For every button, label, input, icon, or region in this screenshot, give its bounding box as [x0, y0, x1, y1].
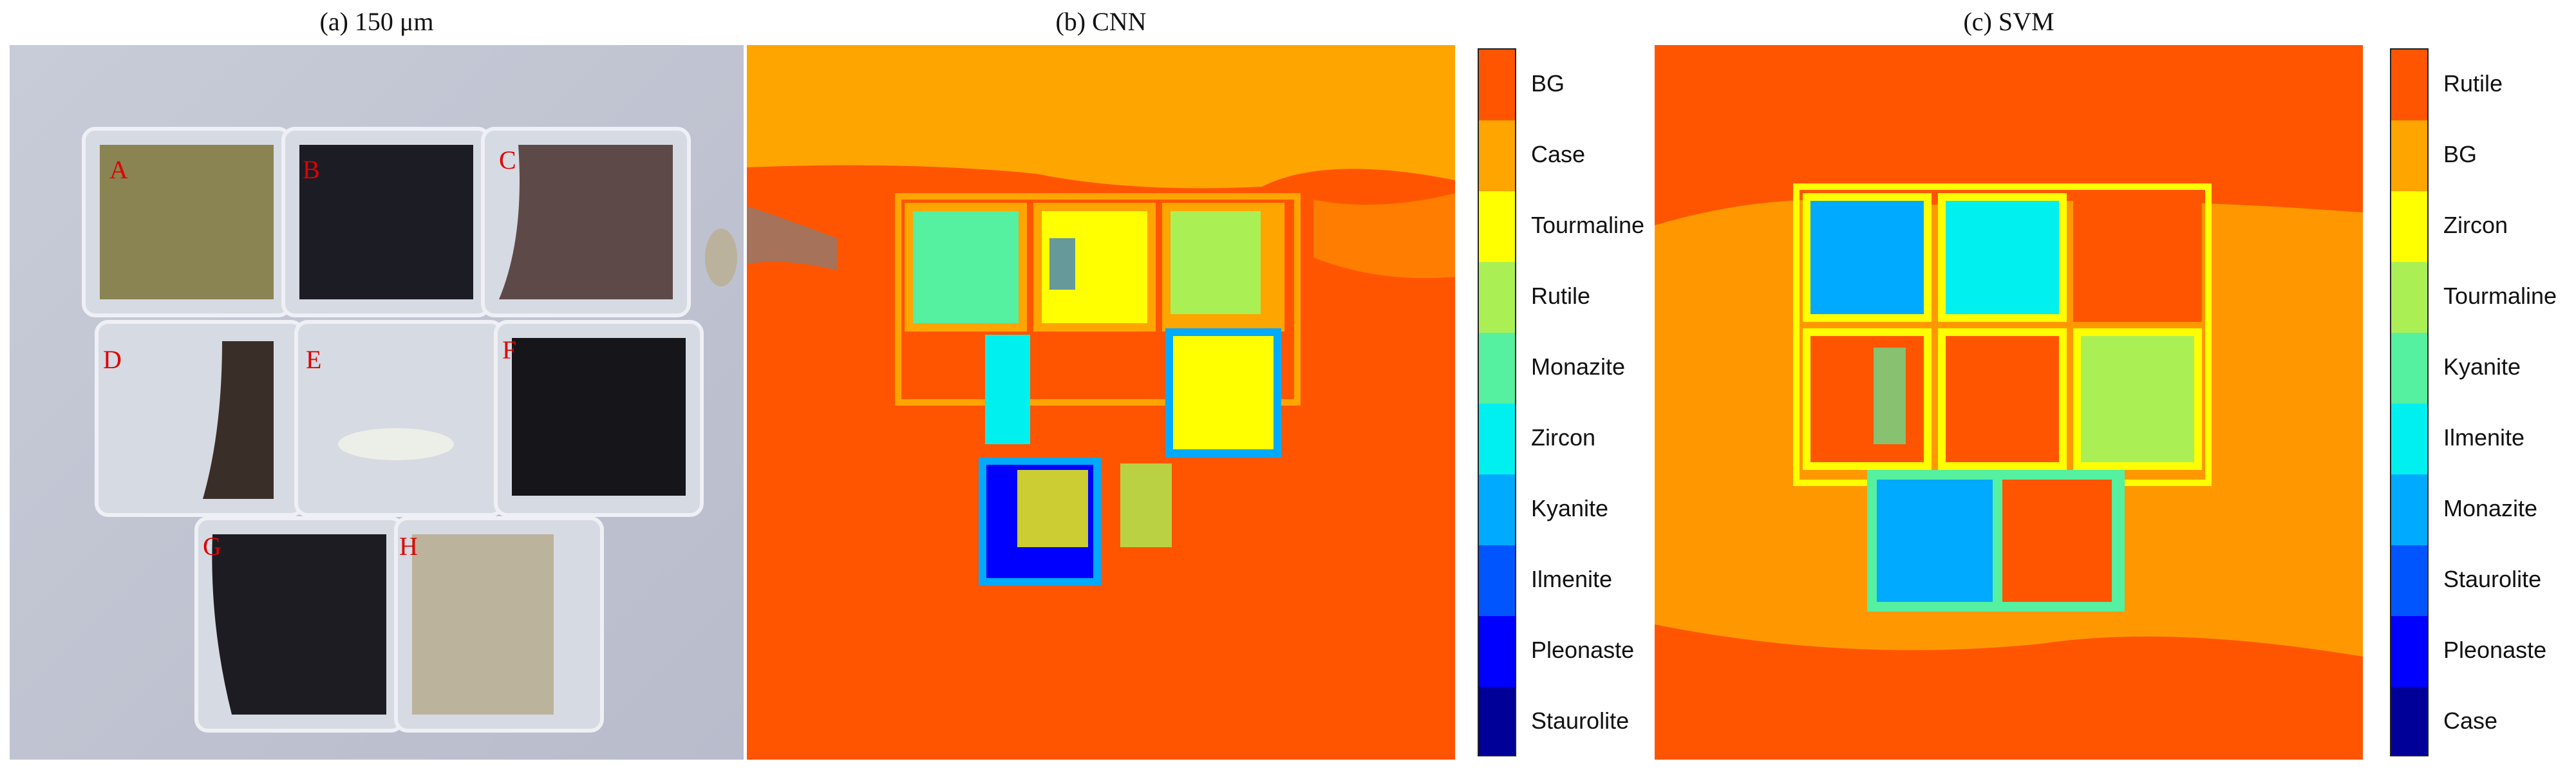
cnn-label-ilmenite: Ilmenite — [1531, 566, 1613, 592]
cnn-colorbar-seg — [1479, 120, 1515, 191]
svm-label-rutile: Rutile — [2443, 70, 2503, 97]
cnn-colorbar-seg — [1479, 262, 1515, 333]
svm-label-tourmaline: Tourmaline — [2443, 283, 2557, 309]
sample-letter-d: D — [103, 345, 122, 374]
sample-fill-f — [512, 338, 686, 496]
cnn-label-case: Case — [1531, 141, 1586, 167]
cnn-label-pleonaste: Pleonaste — [1531, 637, 1635, 663]
cnn-label-monazite: Monazite — [1531, 353, 1626, 380]
svm-colorbar-seg — [2391, 120, 2427, 191]
sample-letter-e: E — [306, 345, 322, 374]
stain-mark — [705, 229, 737, 286]
svm-colorbar-seg — [2391, 262, 2427, 333]
cnn-colorbar-seg — [1479, 50, 1515, 120]
svm-label-staurolite: Staurolite — [2443, 566, 2542, 592]
cnn-colorbar-seg — [1479, 191, 1515, 262]
cnn-colorbar-seg — [1479, 404, 1515, 474]
sample-letter-f: F — [502, 335, 517, 364]
sample-fill-b — [299, 145, 473, 299]
cnn-colorbar — [1478, 48, 1516, 756]
cnn-label-tourmaline: Tourmaline — [1531, 212, 1645, 238]
panel-a-title: (a) 150 μm — [319, 7, 434, 36]
panel-c-title: (c) SVM — [1963, 7, 2054, 36]
cnn-label-bg: BG — [1531, 70, 1565, 97]
svm-label-case: Case — [2443, 707, 2498, 734]
svm-colorbar-seg — [2391, 545, 2427, 616]
cnn-colorbar-seg — [1479, 333, 1515, 404]
sample-letter-g: G — [203, 532, 221, 561]
sample-fill-c — [499, 145, 673, 299]
sample-fill-h — [412, 534, 554, 715]
sample-letter-c: C — [499, 145, 516, 174]
sample-photo — [10, 45, 744, 760]
cnn-classification-map — [747, 45, 1455, 760]
sample-letter-a: A — [109, 155, 128, 184]
svm-label-pleonaste: Pleonaste — [2443, 637, 2547, 663]
svm-colorbar — [2390, 48, 2429, 756]
cnn-label-kyanite: Kyanite — [1531, 495, 1609, 521]
cnn-label-staurolite: Staurolite — [1531, 707, 1630, 734]
cnn-label-rutile: Rutile — [1531, 283, 1591, 309]
svm-colorbar-seg — [2391, 616, 2427, 687]
sample-letter-h: H — [399, 532, 418, 561]
sample-letter-b: B — [303, 155, 320, 184]
svm-label-zircon: Zircon — [2443, 212, 2508, 238]
cnn-colorbar-seg — [1479, 545, 1515, 616]
sample-fill-d — [203, 341, 274, 499]
panel-b-title: (b) CNN — [1055, 7, 1147, 36]
svm-colorbar-seg — [2391, 191, 2427, 262]
cnn-colorbar-seg — [1479, 687, 1515, 755]
svm-label-monazite: Monazite — [2443, 495, 2538, 521]
sample-fill-e — [338, 428, 454, 460]
cnn-colorbar-seg — [1479, 474, 1515, 545]
svm-colorbar-seg — [2391, 50, 2427, 120]
sample-box-e — [294, 320, 504, 517]
cnn-colorbar-seg — [1479, 616, 1515, 687]
svm-classification-map — [1655, 45, 2363, 760]
svm-label-kyanite: Kyanite — [2443, 353, 2521, 380]
sample-fill-a — [100, 145, 274, 299]
svm-colorbar-seg — [2391, 474, 2427, 545]
svm-colorbar-seg — [2391, 404, 2427, 474]
cnn-label-zircon: Zircon — [1531, 424, 1596, 451]
svm-label-bg: BG — [2443, 141, 2477, 167]
svm-colorbar-seg — [2391, 687, 2427, 755]
svm-colorbar-seg — [2391, 333, 2427, 404]
svm-label-ilmenite: Ilmenite — [2443, 424, 2525, 451]
sample-fill-g — [212, 534, 386, 715]
